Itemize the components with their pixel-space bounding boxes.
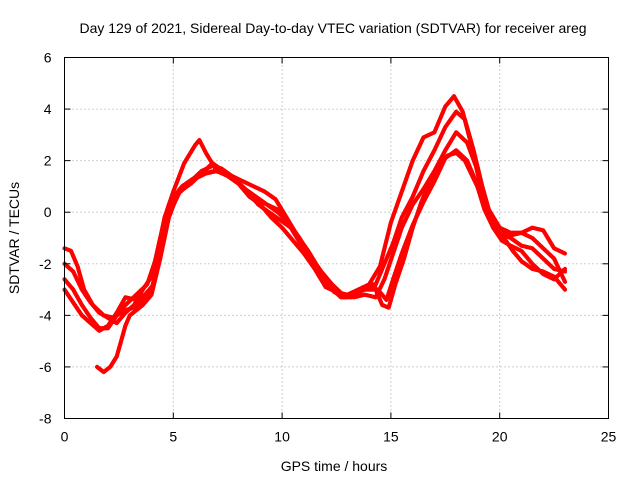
y-tick-label: 4: [44, 101, 52, 117]
y-tick-label: 2: [44, 153, 52, 169]
x-tick-label: 25: [601, 429, 617, 445]
x-tick-labels: 0 5 10 15 20 25: [61, 429, 617, 445]
y-tick-label: 0: [44, 204, 52, 220]
x-tick-label: 20: [492, 429, 508, 445]
y-tick-label: -2: [39, 256, 52, 272]
x-tick-label: 15: [383, 429, 399, 445]
data-series: [62, 94, 567, 375]
x-axis-title: GPS time / hours: [281, 458, 388, 474]
y-tick-labels: -8 -6 -4 -2 0 2 4 6: [39, 50, 52, 427]
y-tick-label: -8: [39, 411, 52, 427]
plot-frame: [64, 57, 609, 419]
x-tick-label: 10: [274, 429, 290, 445]
y-tick-label: -6: [39, 359, 52, 375]
x-tick-label: 0: [61, 429, 69, 445]
x-tick-label: 5: [169, 429, 177, 445]
chart-title: Day 129 of 2021, Sidereal Day-to-day VTE…: [79, 20, 586, 36]
series-core-trace-5: [95, 150, 567, 375]
y-axis-title: SDTVAR / TECUs: [6, 182, 22, 294]
grid-lines: [64, 57, 609, 419]
y-tick-label: 6: [44, 50, 52, 66]
series-line-trace-5: [95, 150, 567, 375]
y-tick-label: -4: [39, 307, 52, 323]
axis-ticks: [64, 57, 609, 419]
